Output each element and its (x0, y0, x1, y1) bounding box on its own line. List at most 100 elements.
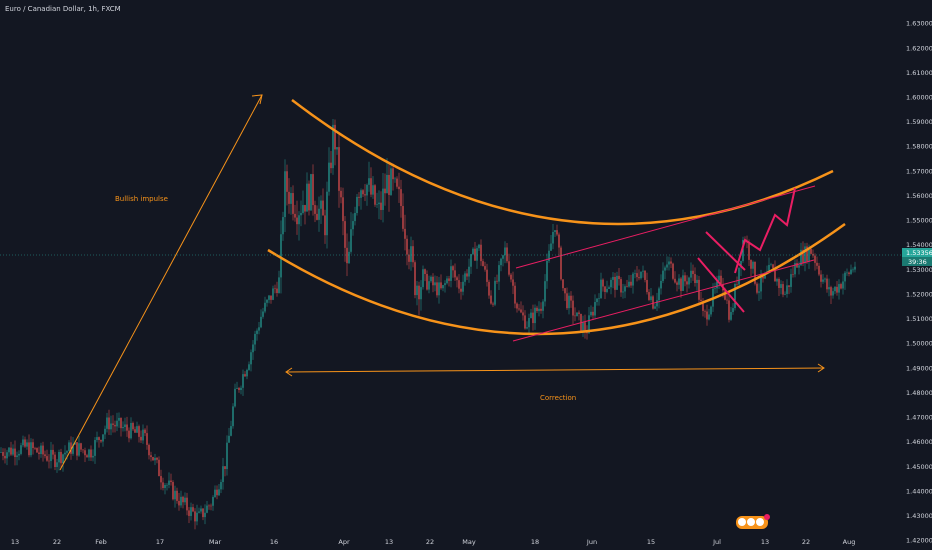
candle-body (236, 387, 238, 389)
candle-body (748, 242, 750, 260)
candle-body (308, 183, 310, 211)
y-tick-label: 1.58000 (906, 143, 932, 151)
correction-arrow-left-head (285, 367, 293, 377)
candle-body (158, 459, 160, 477)
candle-body (250, 352, 252, 365)
candle-body (288, 191, 290, 204)
candle-body (810, 248, 812, 254)
candle-body (82, 449, 84, 451)
candle-body (520, 309, 522, 313)
candle-body (800, 249, 802, 266)
candle-body (554, 230, 556, 232)
price-axis[interactable]: 1.63000 1.62000 1.61000 1.60000 1.59000 1.580… (906, 20, 932, 545)
candle-body (486, 269, 488, 282)
candle-body (144, 429, 146, 434)
candle-body (264, 302, 266, 312)
candle-body (196, 512, 198, 522)
candle-body (160, 476, 162, 483)
candle-body (768, 264, 770, 272)
candle-body (114, 424, 116, 427)
event-markers[interactable] (736, 514, 770, 529)
candle-body (726, 299, 728, 301)
candle-body (150, 455, 152, 458)
candle-body (498, 265, 500, 282)
candle-body (598, 298, 600, 299)
candle-body (720, 275, 722, 284)
candle-body (572, 300, 574, 316)
candle-body (298, 215, 300, 225)
bullish-impulse-label: Bullish impulse (115, 195, 168, 203)
candle-body (734, 284, 736, 309)
candle-body (14, 448, 16, 458)
candle-body (282, 217, 284, 235)
candle-body (822, 279, 824, 282)
candle-body (296, 217, 298, 225)
candle-body (324, 215, 326, 236)
candle-body (320, 200, 322, 209)
candle-body (834, 286, 836, 292)
correction-range-arrow (285, 367, 825, 373)
candle-body (760, 276, 762, 292)
candle-body (344, 221, 346, 248)
candle-body (368, 178, 370, 185)
bullish-impulse-arrow-head (251, 94, 263, 105)
candle-body (384, 188, 386, 194)
candle-body (542, 301, 544, 311)
candle-body (850, 269, 852, 274)
bullish-impulse-arrow-line (59, 94, 263, 471)
candle-body (532, 312, 534, 324)
candle-body (304, 205, 306, 212)
candle-body (566, 293, 568, 309)
candle-body (26, 442, 28, 447)
candle-body (204, 512, 206, 518)
y-tick-label: 1.50000 (906, 340, 932, 348)
candle-body (462, 281, 464, 292)
time-axis[interactable]: 13 22 Feb 17 Mar 16 Apr 13 22 May 18 Jun 15 Jul 13 22 Au… (11, 538, 855, 546)
x-tick-label: 13 (11, 538, 19, 546)
candle-body (704, 310, 706, 312)
candle-body (162, 482, 164, 488)
candle-body (666, 264, 668, 268)
candle-body (626, 286, 628, 287)
candle-body (770, 264, 772, 265)
candle-body (314, 205, 316, 214)
candle-body (116, 420, 118, 427)
candle-body (514, 285, 516, 304)
candle-body (2, 451, 4, 456)
candle-body (558, 234, 560, 248)
candle-body (84, 450, 86, 456)
x-tick-label: Aug (843, 538, 856, 546)
y-tick-label: 1.55000 (906, 217, 932, 225)
event-marker-icon (747, 518, 755, 526)
y-tick-label: 1.60000 (906, 93, 932, 101)
candle-body (274, 288, 276, 290)
candle-body (218, 489, 220, 496)
candle-body (432, 276, 434, 286)
x-tick-label: 17 (156, 538, 164, 546)
candle-body (194, 511, 196, 522)
candle-body (170, 480, 172, 483)
candle-body (816, 262, 818, 266)
candle-body (662, 270, 664, 281)
candle-body (112, 423, 114, 425)
candle-body (348, 251, 350, 264)
candle-body (444, 283, 446, 286)
candle-body (400, 189, 402, 207)
candle-body (552, 231, 554, 244)
candle-body (48, 460, 50, 462)
candle-body (364, 194, 366, 196)
candle-body (676, 282, 678, 285)
candle-body (372, 185, 374, 195)
candle-body (18, 453, 20, 456)
candle-body (832, 291, 834, 296)
candle-body (226, 442, 228, 470)
candle-body (58, 451, 60, 463)
candle-body (530, 312, 532, 318)
candle-body (672, 263, 674, 279)
candle-body (446, 278, 448, 284)
candle-body (258, 327, 260, 331)
candle-body (378, 202, 380, 205)
candle-body (306, 183, 308, 212)
countdown-value: 39:36 (908, 258, 927, 266)
